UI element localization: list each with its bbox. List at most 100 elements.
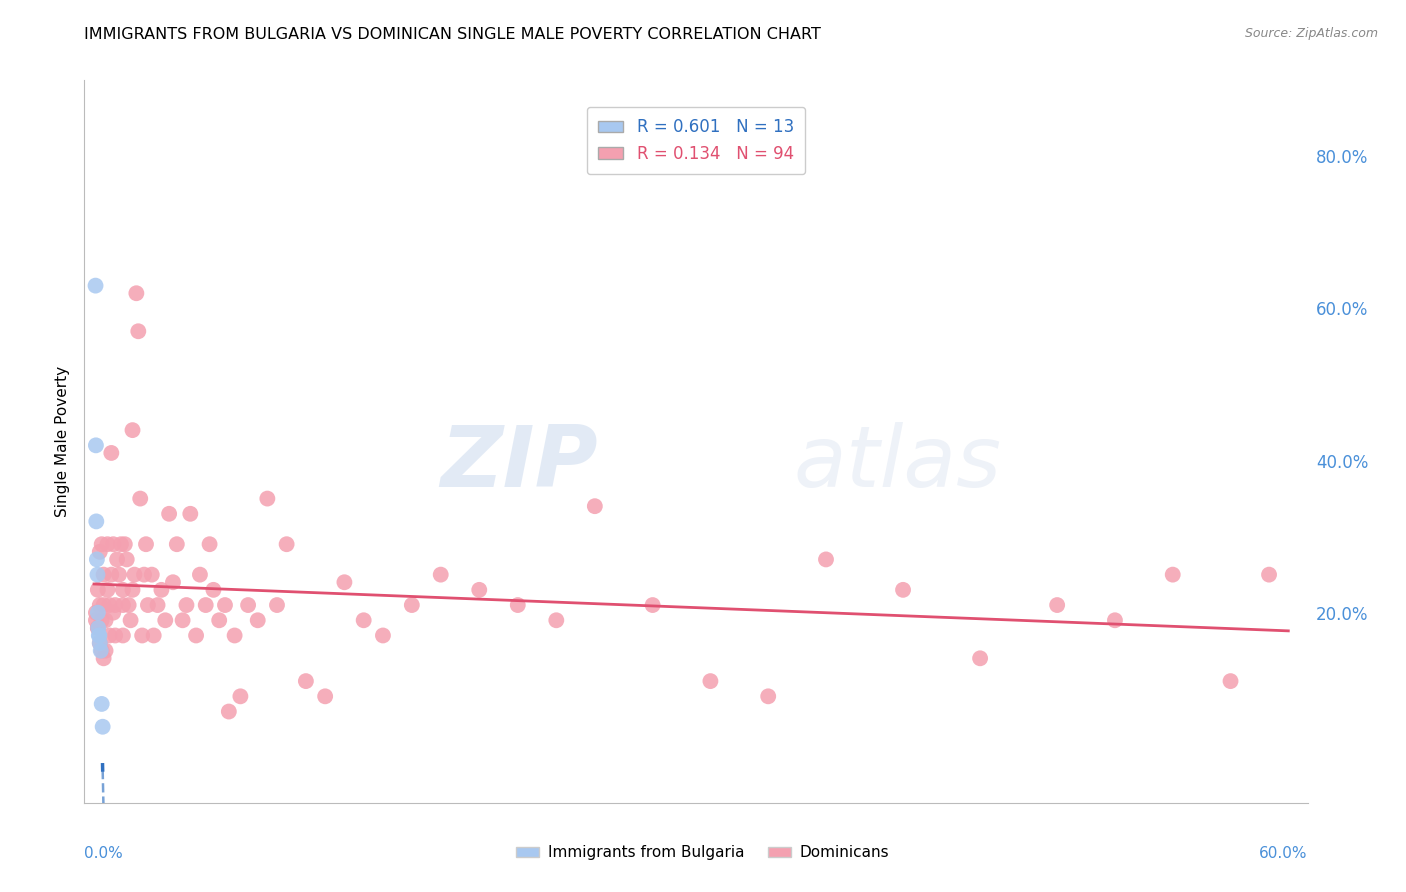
Point [188,567,211,582]
Point [142,628,165,642]
Point [98,628,121,642]
Point [814,552,837,566]
Point [84,613,107,627]
Point [155,613,177,627]
Point [103,606,125,620]
Point [108,567,131,582]
Point [84,515,107,529]
Point [333,575,356,590]
Point [583,499,606,513]
Point [84,438,107,452]
Point [89,636,111,650]
Point [90,697,112,711]
Point [89,636,111,650]
Point [166,537,188,551]
Point [756,690,779,704]
Point [1046,598,1069,612]
Point [1104,613,1126,627]
Point [104,628,127,642]
Point [256,491,278,506]
Point [90,613,112,627]
Point [136,598,159,612]
Point [105,552,128,566]
Point [87,606,110,620]
Point [94,613,117,627]
Point [121,582,143,597]
Point [353,613,375,627]
Point [118,598,141,612]
Point [229,690,252,704]
Point [86,552,108,566]
Point [157,507,180,521]
Point [891,582,914,597]
Point [93,567,115,582]
Point [236,598,259,612]
Point [208,613,231,627]
Point [87,628,110,642]
Point [131,628,153,642]
Point [87,621,110,635]
Point [103,537,125,551]
Point [93,598,115,612]
Point [546,613,568,627]
Legend: Immigrants from Bulgaria, Dominicans: Immigrants from Bulgaria, Dominicans [510,839,896,866]
Point [111,582,134,597]
Point [468,582,491,597]
Point [429,567,451,582]
Point [94,643,117,657]
Point [135,537,157,551]
Point [314,690,336,704]
Legend: R = 0.601   N = 13, R = 0.134   N = 94: R = 0.601 N = 13, R = 0.134 N = 94 [586,107,806,174]
Point [295,674,318,689]
Point [87,621,110,635]
Point [218,705,240,719]
Text: 0.0%: 0.0% [84,847,124,861]
Point [98,598,121,612]
Point [121,423,143,437]
Point [96,582,118,597]
Point [124,567,146,582]
Point [129,491,152,506]
Point [90,643,112,657]
Point [115,552,138,566]
Point [214,598,236,612]
Point [104,598,127,612]
Point [401,598,423,612]
Point [184,628,207,642]
Point [91,720,114,734]
Point [87,582,110,597]
Point [89,628,111,642]
Point [87,621,110,635]
Text: Source: ZipAtlas.com: Source: ZipAtlas.com [1244,27,1378,40]
Point [96,537,118,551]
Point [202,582,225,597]
Point [1161,567,1184,582]
Point [1219,674,1241,689]
Point [100,446,122,460]
Point [150,582,173,597]
Point [371,628,394,642]
Point [125,286,148,301]
Point [198,537,221,551]
Point [179,507,201,521]
Point [506,598,529,612]
Text: atlas: atlas [794,422,1002,505]
Point [90,643,112,657]
Text: IMMIGRANTS FROM BULGARIA VS DOMINICAN SINGLE MALE POVERTY CORRELATION CHART: IMMIGRANTS FROM BULGARIA VS DOMINICAN SI… [84,27,821,42]
Point [641,598,664,612]
Point [276,537,298,551]
Point [132,567,155,582]
Text: ZIP: ZIP [440,422,598,505]
Point [84,606,107,620]
Point [699,674,721,689]
Point [266,598,288,612]
Point [114,537,136,551]
Point [176,598,198,612]
Text: 60.0%: 60.0% [1260,847,1308,861]
Point [146,598,169,612]
Point [86,567,108,582]
Point [162,575,184,590]
Point [111,628,134,642]
Point [84,278,107,293]
Point [120,613,142,627]
